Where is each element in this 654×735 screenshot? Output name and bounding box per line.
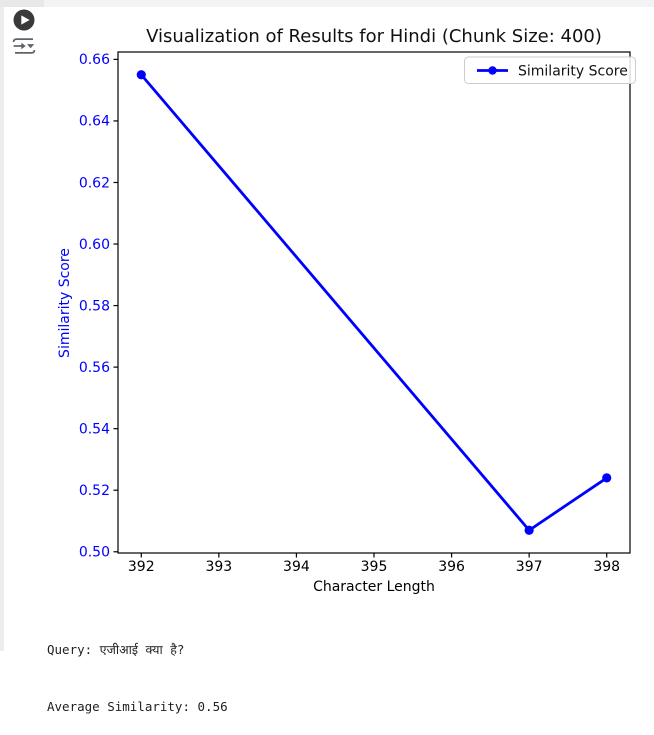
matplotlib-figure: Visualization of Results for Hindi (Chun… (57, 26, 636, 595)
legend-entry-label: Similarity Score (518, 64, 628, 80)
query-output-line: Query: एजीआई क्या है? (47, 642, 185, 657)
x-axis-label: Character Length (313, 579, 435, 595)
legend-marker-sample (488, 66, 497, 75)
y-tick-label: 0.50 (79, 545, 110, 561)
axes-frame (117, 51, 631, 554)
y-axis-label: Similarity Score (57, 248, 73, 358)
y-tick-label: 0.58 (79, 298, 110, 314)
x-tick-label: 397 (516, 559, 543, 575)
x-tick-label: 398 (593, 559, 620, 575)
play-circle-icon (13, 9, 35, 31)
legend: Similarity Score (464, 56, 636, 84)
y-tick-label: 0.54 (79, 421, 110, 437)
run-cell-button[interactable] (13, 9, 35, 31)
x-tick-label: 396 (438, 559, 465, 575)
data-point-marker (524, 525, 534, 535)
y-tick-label: 0.64 (79, 114, 110, 130)
data-point-marker (136, 70, 146, 80)
line-series-layer (136, 70, 612, 535)
legend-box (464, 56, 636, 84)
x-tick-label: 392 (128, 559, 155, 575)
x-axis-ticks: 392 393 394 395 396 397 398 (128, 553, 620, 575)
data-point-marker (602, 473, 612, 483)
average-similarity-output-line: Average Similarity: 0.56 (47, 699, 228, 714)
chart-title: Visualization of Results for Hindi (Chun… (146, 26, 602, 47)
y-tick-label: 0.62 (79, 175, 110, 191)
page-left-gutter (0, 0, 4, 651)
y-tick-label: 0.52 (79, 483, 110, 499)
similarity-line (140, 73, 608, 533)
x-tick-label: 395 (361, 559, 388, 575)
y-tick-label: 0.66 (79, 52, 110, 68)
cell-top-divider-accent (0, 0, 44, 7)
y-axis-ticks: 0.50 0.52 0.54 0.56 0.58 0.60 0.62 0.64 0.66 (79, 52, 118, 561)
cell-top-divider (0, 0, 654, 7)
run-options-icon (12, 38, 36, 54)
y-tick-label: 0.60 (79, 237, 110, 253)
x-tick-label: 394 (283, 559, 310, 575)
y-tick-label: 0.56 (79, 360, 110, 376)
cell-output-options-button[interactable] (11, 37, 37, 55)
x-tick-label: 393 (205, 559, 232, 575)
cell-output-console: Query: एजीआई क्या है? Average Similarity… (47, 602, 228, 735)
